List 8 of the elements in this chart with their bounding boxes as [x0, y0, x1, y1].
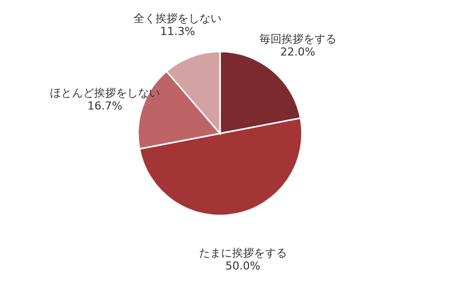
- slice-label: ほとんど挨拶をしない: [50, 86, 160, 100]
- data-label: 50.0%: [225, 259, 260, 272]
- slice-label: 毎回挨拶をする: [259, 32, 336, 46]
- data-label: 22.0%: [280, 45, 316, 58]
- slice-label: たまに挨拶をする: [198, 246, 287, 260]
- data-label: 16.7%: [87, 99, 122, 112]
- slice-label: 全く挨拶をしない: [134, 12, 222, 26]
- data-label: 11.3%: [160, 25, 196, 38]
